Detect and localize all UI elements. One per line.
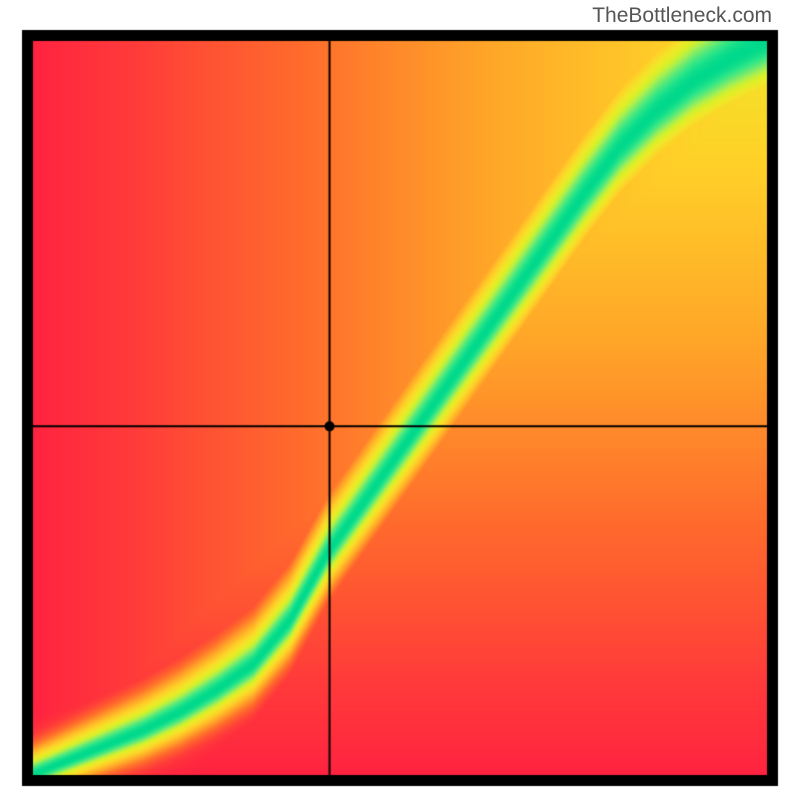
attribution-text: TheBottleneck.com: [592, 4, 772, 28]
heatmap-chart: [0, 0, 800, 800]
